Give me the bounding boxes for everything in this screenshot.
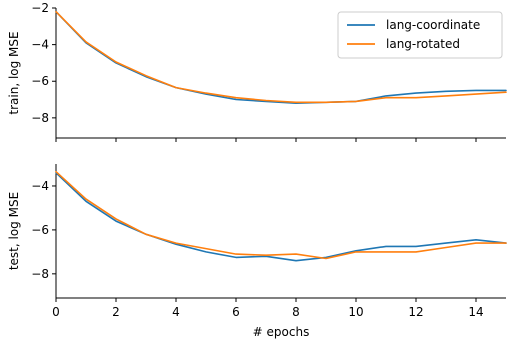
y-tick-label: −6 [31,74,49,88]
series-line-lang-rotated [55,170,507,260]
x-tick-label: 6 [232,305,240,319]
panel-test: −4 −6 −8 0 2 4 6 8 10 12 14 test, log MSE # epochs [7,164,507,339]
legend-box [337,11,503,59]
series-line-lang-coordinate [55,172,507,262]
y-tick-label: −8 [31,267,49,281]
x-tick-label: 8 [292,305,300,319]
legend-entry: lang-rotated [386,37,460,51]
y-tick-label: −8 [31,111,49,125]
y-tick-label: −6 [31,223,49,237]
y-tick-label: −4 [31,179,49,193]
y-axis-label: test, log MSE [7,192,21,270]
legend: lang-coordinate lang-rotated [337,11,503,59]
series-line-lang-rotated [55,10,507,104]
x-tick-label: 10 [348,305,363,319]
x-tick-label: 0 [52,305,60,319]
x-axis-label: # epochs [253,325,310,339]
series-line-lang-coordinate [55,10,507,104]
x-tick-label: 2 [112,305,120,319]
y-tick-label: −2 [31,1,49,15]
x-tick-label: 12 [408,305,423,319]
x-tick-label: 4 [172,305,180,319]
y-tick-label: −4 [31,38,49,52]
x-tick-label: 14 [468,305,483,319]
y-axis-label: train, log MSE [7,31,21,114]
legend-entry: lang-coordinate [386,18,480,32]
